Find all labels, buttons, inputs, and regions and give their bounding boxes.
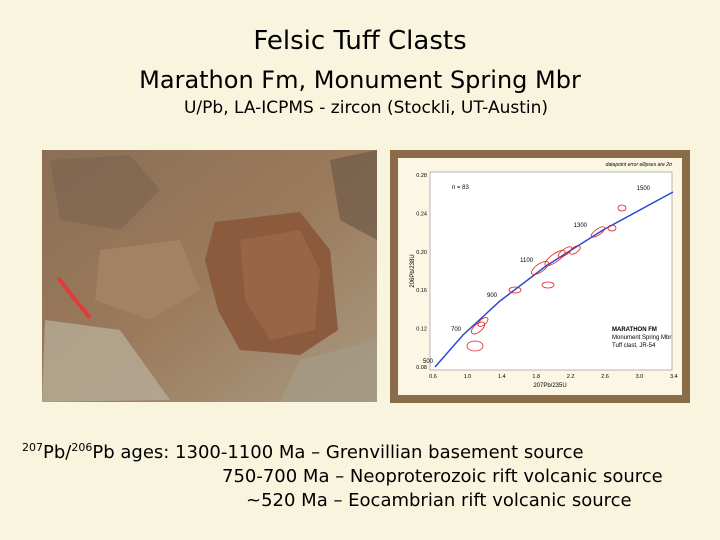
age-label: 500 xyxy=(423,359,434,365)
y-tick-label: 0.12 xyxy=(416,327,427,333)
superscript: 206 xyxy=(71,441,93,454)
figure-note: datapoint error ellipses are 2σ xyxy=(606,162,673,168)
age-label: 700 xyxy=(451,327,462,333)
x-tick-label: 3.4 xyxy=(670,374,678,380)
error-ellipses xyxy=(466,204,627,352)
y-axis-label: 206Pb/238U xyxy=(410,254,416,287)
x-axis-label: 207Pb/235U xyxy=(533,383,566,389)
y-tick-label: 0.20 xyxy=(416,250,427,256)
legend-text: MARATHON FM xyxy=(612,327,657,333)
y-tick-label: 0.28 xyxy=(416,173,427,179)
y-tick-label: 0.08 xyxy=(416,365,427,371)
caption-line-3: ~520 Ma – Eocambrian rift volcanic sourc… xyxy=(246,490,632,511)
title: Felsic Tuff Clasts xyxy=(253,26,467,56)
age-label: 900 xyxy=(487,293,498,299)
x-tick-label: 0.6 xyxy=(429,374,437,380)
x-tick-label: 3.0 xyxy=(636,374,644,380)
concordia-curve xyxy=(434,191,674,368)
subtitle: Marathon Fm, Monument Spring Mbr xyxy=(139,66,581,94)
age-label: 1300 xyxy=(574,223,588,229)
x-tick-label: 2.2 xyxy=(567,374,575,380)
caption-line-1: 207Pb/206Pb ages: 1300-1100 Ma – Grenvil… xyxy=(22,441,584,463)
age-label: 1500 xyxy=(637,186,651,192)
x-tick-label: 2.6 xyxy=(601,374,609,380)
photo xyxy=(42,150,377,402)
x-tick-label: 1.4 xyxy=(498,374,506,380)
age-label: 1100 xyxy=(520,258,534,264)
caption-line-2: 750-700 Ma – Neoproterozoic rift volcani… xyxy=(222,466,663,487)
sample-count: n = 83 xyxy=(452,185,470,191)
text: Pb/ xyxy=(43,442,72,463)
method: U/Pb, LA-ICPMS - zircon (Stockli, UT-Aus… xyxy=(183,98,548,118)
legend-text: Tuff clast, JR-54 xyxy=(612,343,656,349)
legend-text: Monument Spring Mbr xyxy=(612,335,671,341)
concordia-frame xyxy=(390,150,690,403)
y-tick-label: 0.24 xyxy=(416,211,427,217)
y-tick-label: 0.16 xyxy=(416,288,427,294)
x-tick-label: 1.8 xyxy=(532,374,540,380)
superscript: 207 xyxy=(22,441,43,454)
text: Pb ages: 1300-1100 Ma – Grenvillian base… xyxy=(92,442,584,463)
x-tick-label: 1.0 xyxy=(464,374,472,380)
